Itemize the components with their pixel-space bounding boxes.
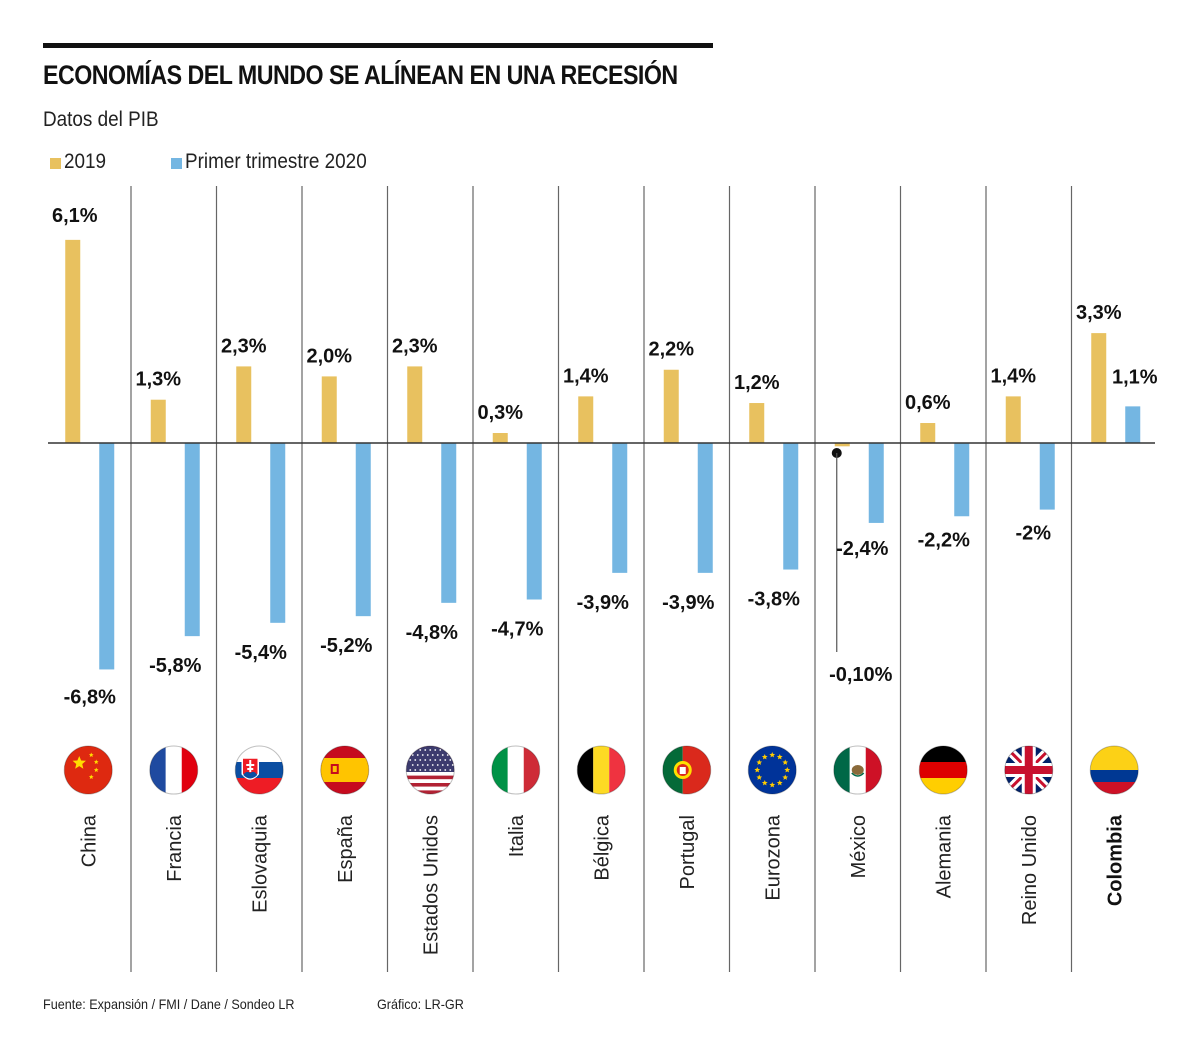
value-label: 2,0%	[306, 345, 352, 367]
flag-portugal-icon	[662, 745, 712, 795]
value-label: 0,6%	[905, 392, 951, 414]
value-label: -2%	[1015, 523, 1051, 545]
legend-swatch-2019	[50, 157, 61, 169]
bar-2019-estados-unidos	[407, 366, 423, 443]
country-label-china: China	[78, 814, 100, 867]
bar-2019-portugal	[663, 369, 679, 443]
legend-label-2019: 2019	[64, 150, 107, 173]
value-label: -6,8%	[64, 686, 116, 708]
bar-2019-eurozona	[749, 403, 765, 443]
country-label-bélgica: Bélgica	[591, 814, 613, 880]
country-label-colombia: Colombia	[1104, 814, 1126, 906]
credit-note: Gráfico: LR-GR	[377, 996, 464, 1012]
value-label: -3,9%	[662, 592, 714, 614]
flag-slovakia-icon	[234, 745, 284, 795]
bar-2019-francia	[150, 399, 166, 443]
bar-2020-francia	[184, 443, 200, 637]
bar-2020-china	[99, 443, 115, 670]
flag-uk-icon	[1004, 745, 1054, 795]
country-label-francia: Francia	[164, 814, 186, 882]
bar-2019-alemania	[920, 423, 936, 443]
value-label: 2,3%	[392, 335, 438, 357]
value-label: 0,3%	[477, 402, 523, 424]
bar-2019-reino-unido	[1005, 396, 1021, 443]
value-label: 1,1%	[1112, 366, 1158, 388]
bar-2020-italia	[526, 443, 542, 600]
value-label: 3,3%	[1076, 302, 1122, 324]
flag-eu-icon	[747, 745, 797, 795]
value-label: -5,4%	[235, 642, 287, 664]
source-note: Fuente: Expansión / FMI / Dane / Sondeo …	[43, 996, 295, 1012]
bar-2019-españa	[321, 376, 337, 443]
country-label-eurozona: Eurozona	[762, 814, 784, 900]
bar-2019-bélgica	[578, 396, 594, 443]
country-label-portugal: Portugal	[677, 815, 699, 890]
bar-2019-china	[65, 239, 81, 443]
bar-2020-estados-unidos	[441, 443, 457, 603]
country-label-méxico: México	[848, 815, 870, 878]
value-label: -4,8%	[406, 622, 458, 644]
chart-subtitle: Datos del PIB	[43, 108, 159, 131]
country-label-reino-unido: Reino Unido	[1019, 815, 1041, 925]
legend-item-2019: 2019	[50, 150, 111, 174]
value-label: -2,4%	[836, 538, 888, 560]
value-label: 6,1%	[52, 205, 98, 227]
legend-item-2020: Primer trimestre 2020	[171, 150, 387, 174]
bar-2019-eslovaquia	[236, 366, 252, 443]
value-label: -3,8%	[748, 589, 800, 611]
country-label-estados-unidos: Estados Unidos	[420, 815, 442, 955]
bar-2020-eurozona	[783, 443, 799, 570]
flag-italy-icon	[491, 745, 541, 795]
flag-spain-icon	[320, 745, 370, 795]
value-label: -5,2%	[320, 635, 372, 657]
header-rule	[43, 43, 713, 48]
flag-mexico-icon	[833, 745, 883, 795]
country-label-eslovaquia: Eslovaquia	[249, 814, 271, 913]
bar-2020-méxico	[868, 443, 884, 523]
chart-title: ECONOMÍAS DEL MUNDO SE ALÍNEAN EN UNA RE…	[43, 60, 678, 90]
bar-2019-méxico	[834, 443, 850, 447]
country-label-españa: España	[335, 814, 357, 883]
value-label: -0,10%	[829, 664, 893, 686]
bar-2020-españa	[355, 443, 371, 617]
bar-2019-italia	[492, 433, 508, 443]
legend-label-2020: Primer trimestre 2020	[185, 150, 367, 173]
value-label: -5,8%	[149, 655, 201, 677]
value-label: -4,7%	[491, 619, 543, 641]
value-label: 2,2%	[648, 339, 694, 361]
value-label: 2,3%	[221, 335, 267, 357]
value-label: -3,9%	[577, 592, 629, 614]
legend-swatch-2020	[171, 157, 182, 169]
value-label: -2,2%	[918, 529, 970, 551]
bar-2020-reino-unido	[1039, 443, 1055, 510]
bar-2020-alemania	[954, 443, 970, 517]
country-label-alemania: Alemania	[933, 814, 955, 898]
bar-2020-portugal	[697, 443, 713, 573]
value-label: 1,4%	[990, 365, 1036, 387]
value-label: 1,4%	[563, 365, 609, 387]
flag-germany-icon	[918, 745, 968, 795]
flag-china-icon	[63, 745, 113, 795]
bar-2019-colombia	[1091, 333, 1107, 443]
bar-2020-eslovaquia	[270, 443, 286, 623]
value-label: 1,2%	[734, 372, 780, 394]
value-label: 1,3%	[135, 369, 181, 391]
flag-france-icon	[149, 745, 199, 795]
flag-colombia-icon	[1089, 745, 1139, 795]
flag-usa-icon	[405, 745, 455, 795]
country-label-italia: Italia	[506, 814, 528, 857]
flag-belgium-icon	[576, 745, 626, 795]
bar-2020-bélgica	[612, 443, 628, 573]
bar-2020-colombia	[1125, 406, 1141, 443]
